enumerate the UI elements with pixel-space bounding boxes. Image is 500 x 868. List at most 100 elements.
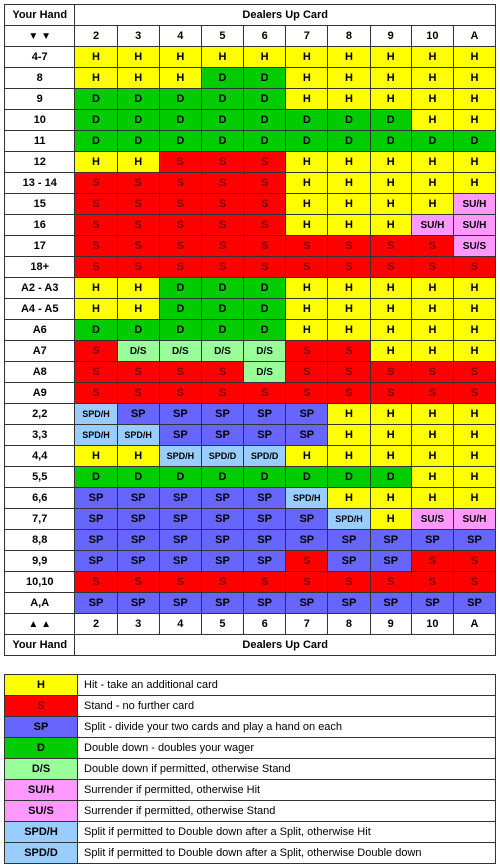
legend-code: SU/H (5, 780, 78, 801)
strategy-cell: H (328, 320, 370, 341)
strategy-cell: D (244, 110, 286, 131)
strategy-cell: SPD/D (244, 446, 286, 467)
strategy-cell: D (201, 320, 243, 341)
strategy-cell: D (244, 299, 286, 320)
strategy-cell: H (75, 299, 117, 320)
strategy-cell: H (117, 47, 159, 68)
strategy-cell: H (370, 404, 411, 425)
table-row: 13 - 14SSSSSHHHHH (5, 173, 496, 194)
strategy-cell: H (286, 215, 328, 236)
strategy-cell: S (244, 173, 286, 194)
strategy-cell: D (244, 320, 286, 341)
strategy-cell: H (453, 278, 495, 299)
dealer-col-5: 5 (201, 26, 243, 47)
strategy-cell: D (159, 110, 201, 131)
row-label: 15 (5, 194, 75, 215)
strategy-cell: D (201, 89, 243, 110)
strategy-cell: S (411, 383, 453, 404)
legend-row: SU/HSurrender if permitted, otherwise Hi… (5, 780, 496, 801)
strategy-cell: SPD/D (201, 446, 243, 467)
strategy-cell: S (244, 152, 286, 173)
legend-desc: Split - divide your two cards and play a… (78, 717, 496, 738)
strategy-cell: H (244, 47, 286, 68)
strategy-cell: H (117, 68, 159, 89)
strategy-cell: H (286, 446, 328, 467)
dealer-col-10: 10 (411, 614, 453, 635)
strategy-cell: D (75, 110, 117, 131)
your-hand-header-bottom: Your Hand (5, 635, 75, 656)
strategy-cell: S (244, 236, 286, 257)
strategy-cell: S (159, 152, 201, 173)
strategy-cell: S (370, 257, 411, 278)
strategy-cell: D (75, 320, 117, 341)
dealer-col-6: 6 (244, 26, 286, 47)
dealer-col-8: 8 (328, 614, 370, 635)
legend-desc: Surrender if permitted, otherwise Hit (78, 780, 496, 801)
strategy-cell: D/S (244, 362, 286, 383)
strategy-cell: SP (159, 488, 201, 509)
strategy-cell: H (453, 173, 495, 194)
strategy-cell: H (328, 89, 370, 110)
strategy-cell: S (117, 215, 159, 236)
legend-table: HHit - take an additional cardSStand - n… (4, 674, 496, 864)
strategy-cell: S (75, 194, 117, 215)
dealer-col-6: 6 (244, 614, 286, 635)
strategy-cell: H (411, 404, 453, 425)
strategy-cell: SP (201, 551, 243, 572)
strategy-cell: S (328, 341, 370, 362)
strategy-cell: D (117, 131, 159, 152)
strategy-cell: SP (75, 488, 117, 509)
strategy-cell: S (117, 236, 159, 257)
strategy-cell: S (286, 362, 328, 383)
strategy-cell: H (286, 278, 328, 299)
row-label: 10 (5, 110, 75, 131)
dealers-header-top: Dealers Up Card (75, 5, 496, 26)
strategy-cell: D (286, 467, 328, 488)
strategy-cell: H (75, 446, 117, 467)
strategy-cell: H (328, 173, 370, 194)
strategy-cell: S (201, 257, 243, 278)
legend-code: S (5, 696, 78, 717)
strategy-cell: S (411, 551, 453, 572)
strategy-cell: D/S (117, 341, 159, 362)
strategy-cell: SP (201, 509, 243, 530)
strategy-cell: H (453, 89, 495, 110)
row-label: 4,4 (5, 446, 75, 467)
strategy-cell: H (328, 152, 370, 173)
legend-desc: Double down if permitted, otherwise Stan… (78, 759, 496, 780)
dealer-col-9: 9 (370, 614, 411, 635)
row-label: 11 (5, 131, 75, 152)
strategy-cell: H (328, 68, 370, 89)
strategy-cell: H (328, 194, 370, 215)
strategy-cell: H (370, 509, 411, 530)
strategy-cell: H (370, 47, 411, 68)
strategy-cell: H (370, 488, 411, 509)
strategy-cell: SU/H (411, 215, 453, 236)
strategy-cell: D (201, 68, 243, 89)
strategy-cell: S (159, 194, 201, 215)
row-label: 8,8 (5, 530, 75, 551)
strategy-cell: H (411, 425, 453, 446)
strategy-cell: SP (75, 593, 117, 614)
strategy-cell: S (117, 173, 159, 194)
strategy-cell: SP (244, 530, 286, 551)
strategy-cell: S (201, 215, 243, 236)
strategy-cell: D/S (244, 341, 286, 362)
strategy-cell: S (244, 572, 286, 593)
strategy-cell: S (370, 572, 411, 593)
strategy-cell: D (75, 131, 117, 152)
strategy-cell: S (201, 173, 243, 194)
row-label: 12 (5, 152, 75, 173)
row-label: A7 (5, 341, 75, 362)
legend-code: SP (5, 717, 78, 738)
dealer-col-4: 4 (159, 26, 201, 47)
strategy-cell: SP (117, 530, 159, 551)
strategy-cell: H (453, 110, 495, 131)
strategy-cell: D (201, 467, 243, 488)
strategy-cell: H (117, 299, 159, 320)
strategy-cell: S (117, 572, 159, 593)
strategy-cell: H (286, 47, 328, 68)
strategy-cell: D (286, 110, 328, 131)
strategy-cell: H (286, 194, 328, 215)
strategy-cell: SP (244, 488, 286, 509)
